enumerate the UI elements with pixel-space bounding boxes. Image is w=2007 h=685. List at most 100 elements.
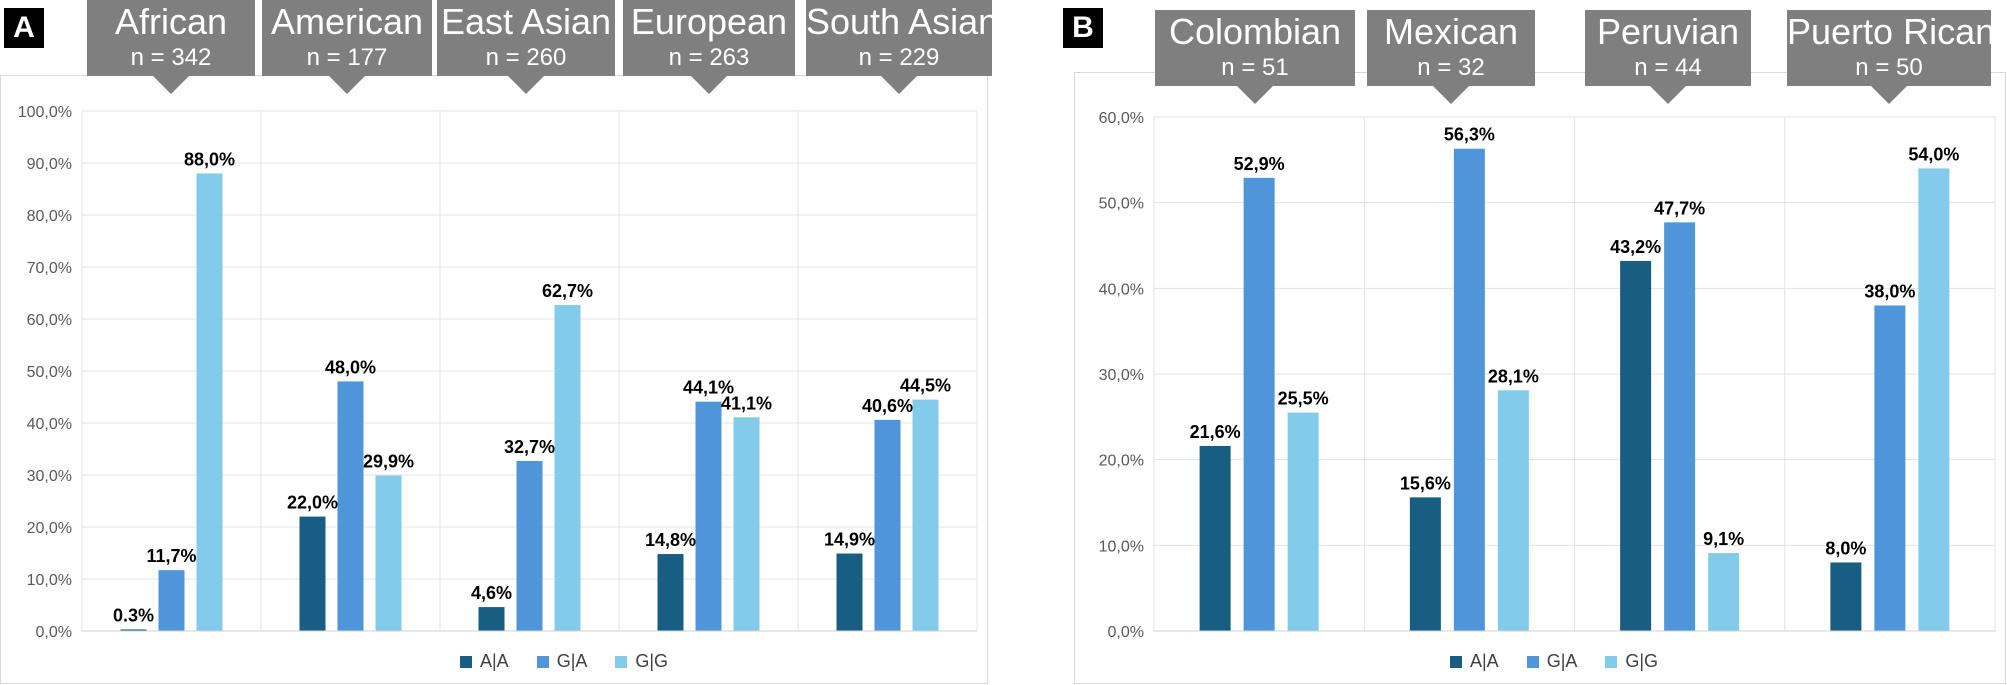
ytick-label-a-5: 50,0%	[27, 364, 72, 381]
category-n-a-4: n = 229	[858, 44, 940, 71]
data-label-a-2-1: 32,7%	[504, 437, 555, 457]
callout-a-0: African n = 342	[87, 0, 255, 94]
ytick-label-a-3: 30,0%	[27, 468, 72, 485]
callout-b-3: Puerto Rican n = 50	[1787, 10, 1996, 104]
callout-arrow-a-1	[329, 76, 365, 94]
callout-a-3: European n = 263	[623, 0, 795, 94]
legend-swatch-b-2	[1605, 655, 1618, 668]
ytick-label-b-6: 60,0%	[1099, 110, 1144, 127]
category-name-b-0: Colombian	[1168, 11, 1342, 52]
legend-item-b-1: G|A	[1526, 651, 1578, 672]
data-label-b-0-1: 52,9%	[1234, 154, 1285, 174]
bar-b-3-2	[1918, 168, 1950, 631]
ytick-label-b-4: 40,0%	[1099, 281, 1144, 298]
bar-a-2-0	[478, 607, 505, 631]
bar-a-4-2	[912, 399, 939, 631]
ytick-label-b-3: 30,0%	[1099, 367, 1144, 384]
category-name-b-3: Puerto Rican	[1787, 11, 1996, 52]
callout-a-4: South Asian n = 229	[806, 0, 999, 94]
ytick-label-a-10: 100,0%	[18, 104, 72, 121]
category-n-b-0: n = 51	[1221, 54, 1289, 81]
bar-a-1-1	[337, 381, 364, 631]
data-label-b-2-1: 47,7%	[1654, 198, 1705, 218]
data-label-b-3-1: 38,0%	[1864, 281, 1915, 301]
callout-arrow-b-0	[1237, 86, 1273, 104]
bar-a-2-1	[516, 460, 543, 631]
bar-a-3-0	[657, 554, 684, 631]
legend-item-a-2: G|G	[615, 651, 668, 672]
bar-a-4-1	[874, 419, 901, 631]
legend-item-b-2: G|G	[1605, 651, 1658, 672]
legend-item-a-0: A|A	[460, 651, 509, 672]
legend-label-a-2: G|G	[635, 651, 669, 671]
category-n-b-1: n = 32	[1417, 54, 1485, 81]
category-n-b-2: n = 44	[1634, 54, 1702, 81]
data-label-a-4-1: 40,6%	[862, 396, 913, 416]
category-name-b-2: Peruvian	[1596, 11, 1740, 52]
category-name-a-0: African	[114, 1, 228, 42]
bar-b-3-1	[1874, 305, 1906, 631]
ytick-label-a-9: 90,0%	[27, 156, 72, 173]
bar-a-1-0	[299, 516, 326, 631]
data-label-a-1-2: 29,9%	[363, 452, 414, 472]
legend-b: A|A G|A G|G	[1450, 651, 1658, 672]
category-n-a-2: n = 260	[485, 44, 567, 71]
data-label-b-1-0: 15,6%	[1400, 473, 1451, 493]
legend-label-a-0: A|A	[480, 651, 509, 671]
data-label-b-2-2: 9,1%	[1703, 529, 1744, 549]
data-label-b-3-0: 8,0%	[1825, 538, 1866, 558]
ytick-label-a-7: 70,0%	[27, 260, 72, 277]
callout-a-2: East Asian n = 260	[437, 0, 615, 94]
ytick-label-a-1: 10,0%	[27, 572, 72, 589]
legend-item-b-0: A|A	[1450, 651, 1499, 672]
legend-label-b-0: A|A	[1470, 651, 1499, 671]
ytick-label-a-4: 40,0%	[27, 416, 72, 433]
ytick-label-a-8: 80,0%	[27, 208, 72, 225]
data-label-b-0-0: 21,6%	[1190, 422, 1241, 442]
data-label-a-4-2: 44,5%	[900, 376, 951, 396]
ytick-label-a-0: 0,0%	[36, 624, 72, 641]
bar-b-0-2	[1287, 412, 1319, 631]
legend-swatch-b-1	[1526, 655, 1539, 668]
legend-label-b-2: G|G	[1625, 651, 1659, 671]
bar-b-2-0	[1620, 260, 1652, 631]
category-n-b-3: n = 50	[1855, 54, 1923, 81]
bar-a-4-0	[836, 553, 863, 631]
callout-b-0: Colombian n = 51	[1155, 10, 1355, 104]
category-name-a-2: East Asian	[440, 1, 612, 42]
callout-arrow-a-3	[691, 76, 727, 94]
legend-swatch-a-2	[615, 655, 628, 668]
data-label-a-0-1: 11,7%	[146, 546, 196, 566]
data-label-a-2-0: 4,6%	[471, 583, 512, 603]
data-label-a-3-2: 41,1%	[721, 393, 772, 413]
bar-b-2-1	[1664, 222, 1696, 631]
bar-b-0-0	[1199, 445, 1231, 631]
category-name-a-4: South Asian	[806, 1, 999, 42]
bar-b-3-0	[1830, 562, 1862, 631]
category-name-a-1: American	[270, 1, 424, 42]
bar-a-3-2	[733, 417, 760, 631]
bar-a-2-2	[554, 304, 581, 631]
category-name-a-3: European	[630, 1, 788, 42]
callout-b-1: Mexican n = 32	[1367, 10, 1535, 104]
panel-label-a: A	[4, 8, 44, 48]
data-label-a-3-0: 14,8%	[645, 530, 696, 550]
legend-label-a-1: G|A	[556, 651, 588, 671]
legend-label-b-1: G|A	[1546, 651, 1578, 671]
legend-swatch-a-1	[536, 655, 549, 668]
data-label-a-3-1: 44,1%	[683, 378, 734, 398]
legend-item-a-1: G|A	[536, 651, 588, 672]
ytick-label-b-5: 50,0%	[1099, 196, 1144, 213]
panel-label-b: B	[1063, 8, 1103, 48]
ytick-label-b-1: 10,0%	[1099, 538, 1144, 555]
data-label-a-4-0: 14,9%	[824, 530, 875, 550]
bar-b-2-2	[1708, 553, 1740, 631]
legend-a: A|A G|A G|G	[460, 651, 668, 672]
legend-swatch-b-0	[1450, 655, 1462, 668]
category-n-a-3: n = 263	[668, 44, 750, 71]
data-label-a-0-0: 0.3%	[113, 605, 154, 625]
callout-arrow-b-1	[1433, 86, 1469, 104]
callout-arrow-a-2	[508, 76, 544, 94]
callout-arrow-b-2	[1650, 86, 1686, 104]
